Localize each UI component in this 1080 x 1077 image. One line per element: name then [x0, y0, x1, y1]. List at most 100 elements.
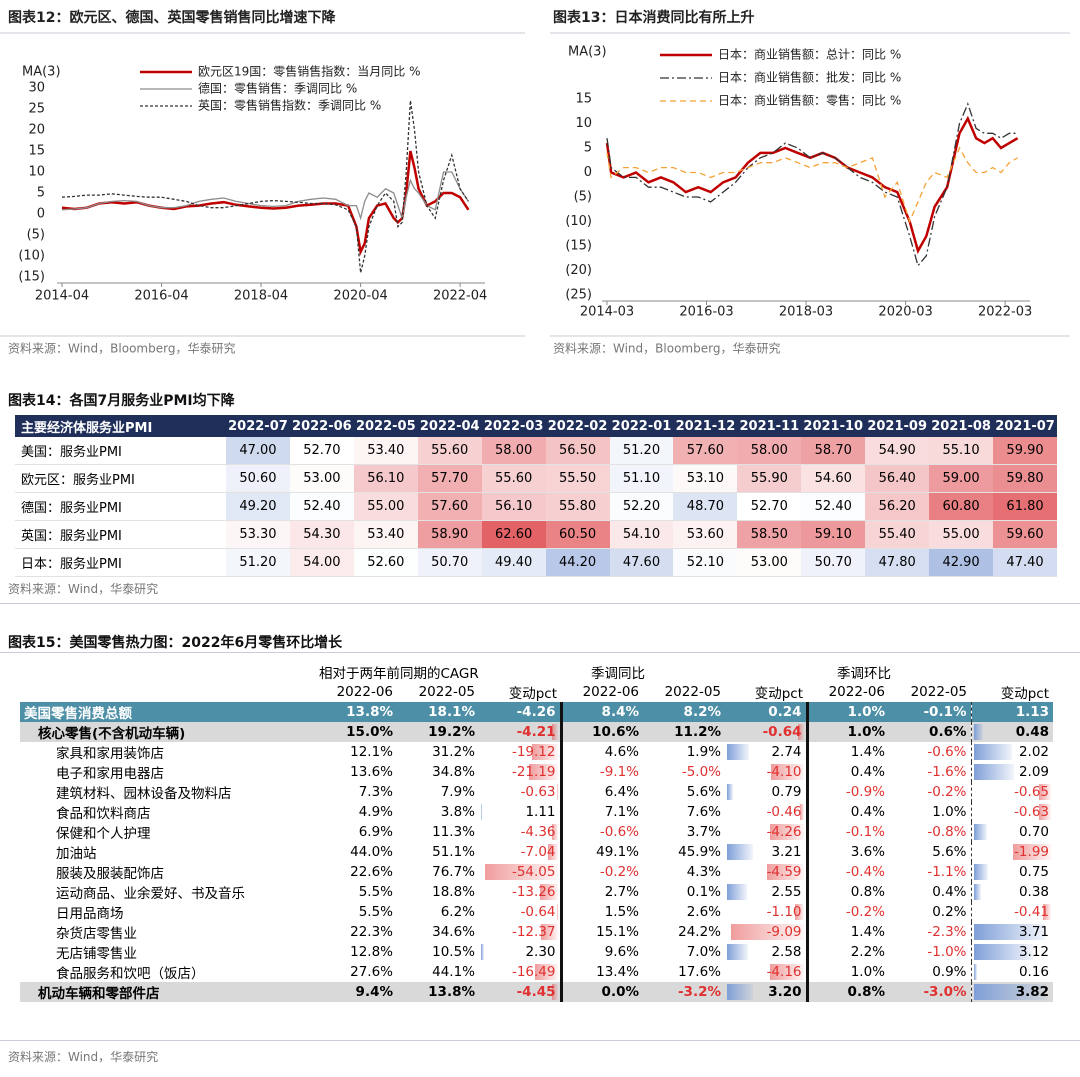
cell-text: 0.4% — [850, 804, 885, 820]
cell-text: 1.0% — [847, 724, 885, 740]
cell-text: -0.41 — [1014, 904, 1049, 920]
cell: 9.6% — [559, 942, 643, 962]
data-bar — [1038, 804, 1051, 820]
data-bar — [769, 824, 804, 840]
cell: 0.4% — [889, 882, 971, 902]
cell: -19.12 — [479, 742, 561, 762]
cell: -4.21 — [479, 722, 561, 742]
cell: -9.1% — [559, 762, 643, 782]
row-label: 食品服务和饮吧（饭店） — [56, 966, 205, 982]
data-bar — [1012, 844, 1051, 860]
cell: -3.0% — [889, 982, 971, 1002]
cell-text: 2.58 — [771, 944, 802, 960]
cell-text: 0.4% — [850, 764, 885, 780]
heat-cell: 44.20 — [545, 548, 610, 577]
row-label: 食品和饮料商店 — [56, 806, 151, 822]
cell-text: 76.7% — [432, 864, 475, 880]
cell: -9.09 — [725, 922, 807, 942]
x-tick-label: 2014-03 — [580, 305, 634, 320]
data-bar — [551, 984, 558, 1000]
data-bar — [727, 784, 734, 800]
group-header: 相对于两年前同期的CAGR — [319, 666, 479, 682]
column-header: 2022-01 — [609, 415, 674, 437]
source: 资料来源：Wind，Bloomberg，华泰研究 — [8, 341, 235, 356]
cell-text: -0.4% — [845, 864, 885, 880]
blank — [20, 682, 315, 702]
cell: 3.20 — [725, 982, 807, 1002]
heat-cell: 56.10 — [353, 464, 418, 493]
cell: -0.46 — [725, 802, 807, 822]
x-tick-label: 2018-03 — [779, 305, 833, 320]
cell: -0.2% — [805, 902, 889, 922]
cell-text: 3.71 — [1018, 924, 1049, 940]
cell-text: -12.37 — [511, 924, 556, 940]
heat-cell: 47.00 — [226, 437, 290, 465]
data-bar — [973, 724, 983, 740]
cell-text: 7.0% — [686, 944, 721, 960]
row-label: 欧元区：服务业PMI — [15, 464, 226, 493]
cell-text: 3.8% — [440, 804, 475, 820]
heat-cell: 56.10 — [481, 492, 546, 521]
cell-text: -4.21 — [516, 724, 556, 740]
cell: 3.21 — [725, 842, 807, 862]
cell-text: -54.05 — [511, 864, 556, 880]
cell: 3.71 — [970, 922, 1053, 942]
retail-table-wrap: 相对于两年前同期的CAGR 季调同比 季调环比 2022-06 2022-05 变动pct… — [20, 662, 1053, 1002]
cell-text: -7.04 — [520, 844, 556, 860]
source: 资料来源：Wind，华泰研究 — [8, 1050, 159, 1064]
data-row: 保健和个人护理 6.9% 11.3% -4.36 -0.6% 3.7% -4.26 -0.1%… — [20, 822, 1053, 842]
cell-text: -16.49 — [511, 964, 556, 980]
data-row: 加油站 44.0% 51.1% -7.04 49.1% 45.9% 3.21 3.6% 5.6%… — [20, 842, 1053, 862]
cell-text: 18.8% — [432, 884, 475, 900]
cell: 1.0% — [805, 702, 889, 722]
y-tick-label: 10 — [575, 116, 592, 131]
cell-text: 6.4% — [604, 784, 639, 800]
data-bar — [1038, 784, 1051, 800]
cell: 45.9% — [643, 842, 725, 862]
y-tick-label: (10) — [18, 249, 45, 264]
heat-cell: 52.60 — [353, 548, 418, 577]
heat-cell: 53.10 — [673, 464, 738, 493]
cell-text: -2.3% — [927, 924, 967, 940]
cell: 5.6% — [643, 782, 725, 802]
cell-text: 2.02 — [1018, 744, 1049, 760]
data-row: 无店铺零售业 12.8% 10.5% 2.30 9.6% 7.0% 2.58 2.2% -1.0… — [20, 942, 1053, 962]
cell: 2.7% — [559, 882, 643, 902]
cell-text: 2.55 — [771, 884, 802, 900]
cell: -1.10 — [725, 902, 807, 922]
cell: 0.0% — [559, 982, 643, 1002]
cell-text: 8.4% — [601, 704, 639, 720]
x-tick-label: 2022-03 — [978, 305, 1032, 320]
legend-label: 日本：商业销售额：总计：同比 % — [718, 47, 901, 62]
row-label: 机动车辆和零部件店 — [20, 982, 315, 1002]
data-row: 服装及服装配饰店 22.6% 76.7% -54.05 -0.2% 4.3% -4.59 -0… — [20, 862, 1053, 882]
heat-cell: 50.70 — [801, 548, 866, 577]
data-bar — [1043, 904, 1051, 920]
row-label: 服装及服装配饰店 — [56, 866, 164, 882]
cell: 8.2% — [643, 702, 725, 722]
cell-text: 0.8% — [850, 884, 885, 900]
x-tick-label: 2016-04 — [134, 289, 188, 304]
row-label: 日用品商场 — [56, 906, 124, 922]
cell: 18.1% — [397, 702, 479, 722]
cell: 7.9% — [397, 782, 479, 802]
series-line — [61, 100, 469, 273]
heat-cell: 58.00 — [481, 437, 546, 465]
cell: 1.0% — [805, 722, 889, 742]
cell: 49.1% — [559, 842, 643, 862]
heat-cell: 52.40 — [801, 492, 866, 521]
data-bar — [727, 884, 748, 900]
data-bar — [731, 924, 804, 940]
cell: 76.7% — [397, 862, 479, 882]
cell: 5.5% — [315, 902, 397, 922]
cell: 4.3% — [643, 862, 725, 882]
cell: -7.04 — [479, 842, 561, 862]
column-header: 2022-05 — [353, 415, 418, 437]
heat-cell: 55.00 — [353, 492, 418, 521]
cell-text: 44.1% — [432, 964, 475, 980]
cell: 51.1% — [397, 842, 479, 862]
cell-text: -0.8% — [927, 824, 967, 840]
group-row: 相对于两年前同期的CAGR 季调同比 季调环比 — [20, 662, 1053, 682]
heat-cell: 52.70 — [289, 437, 354, 465]
cell-text: 3.20 — [768, 984, 802, 1000]
